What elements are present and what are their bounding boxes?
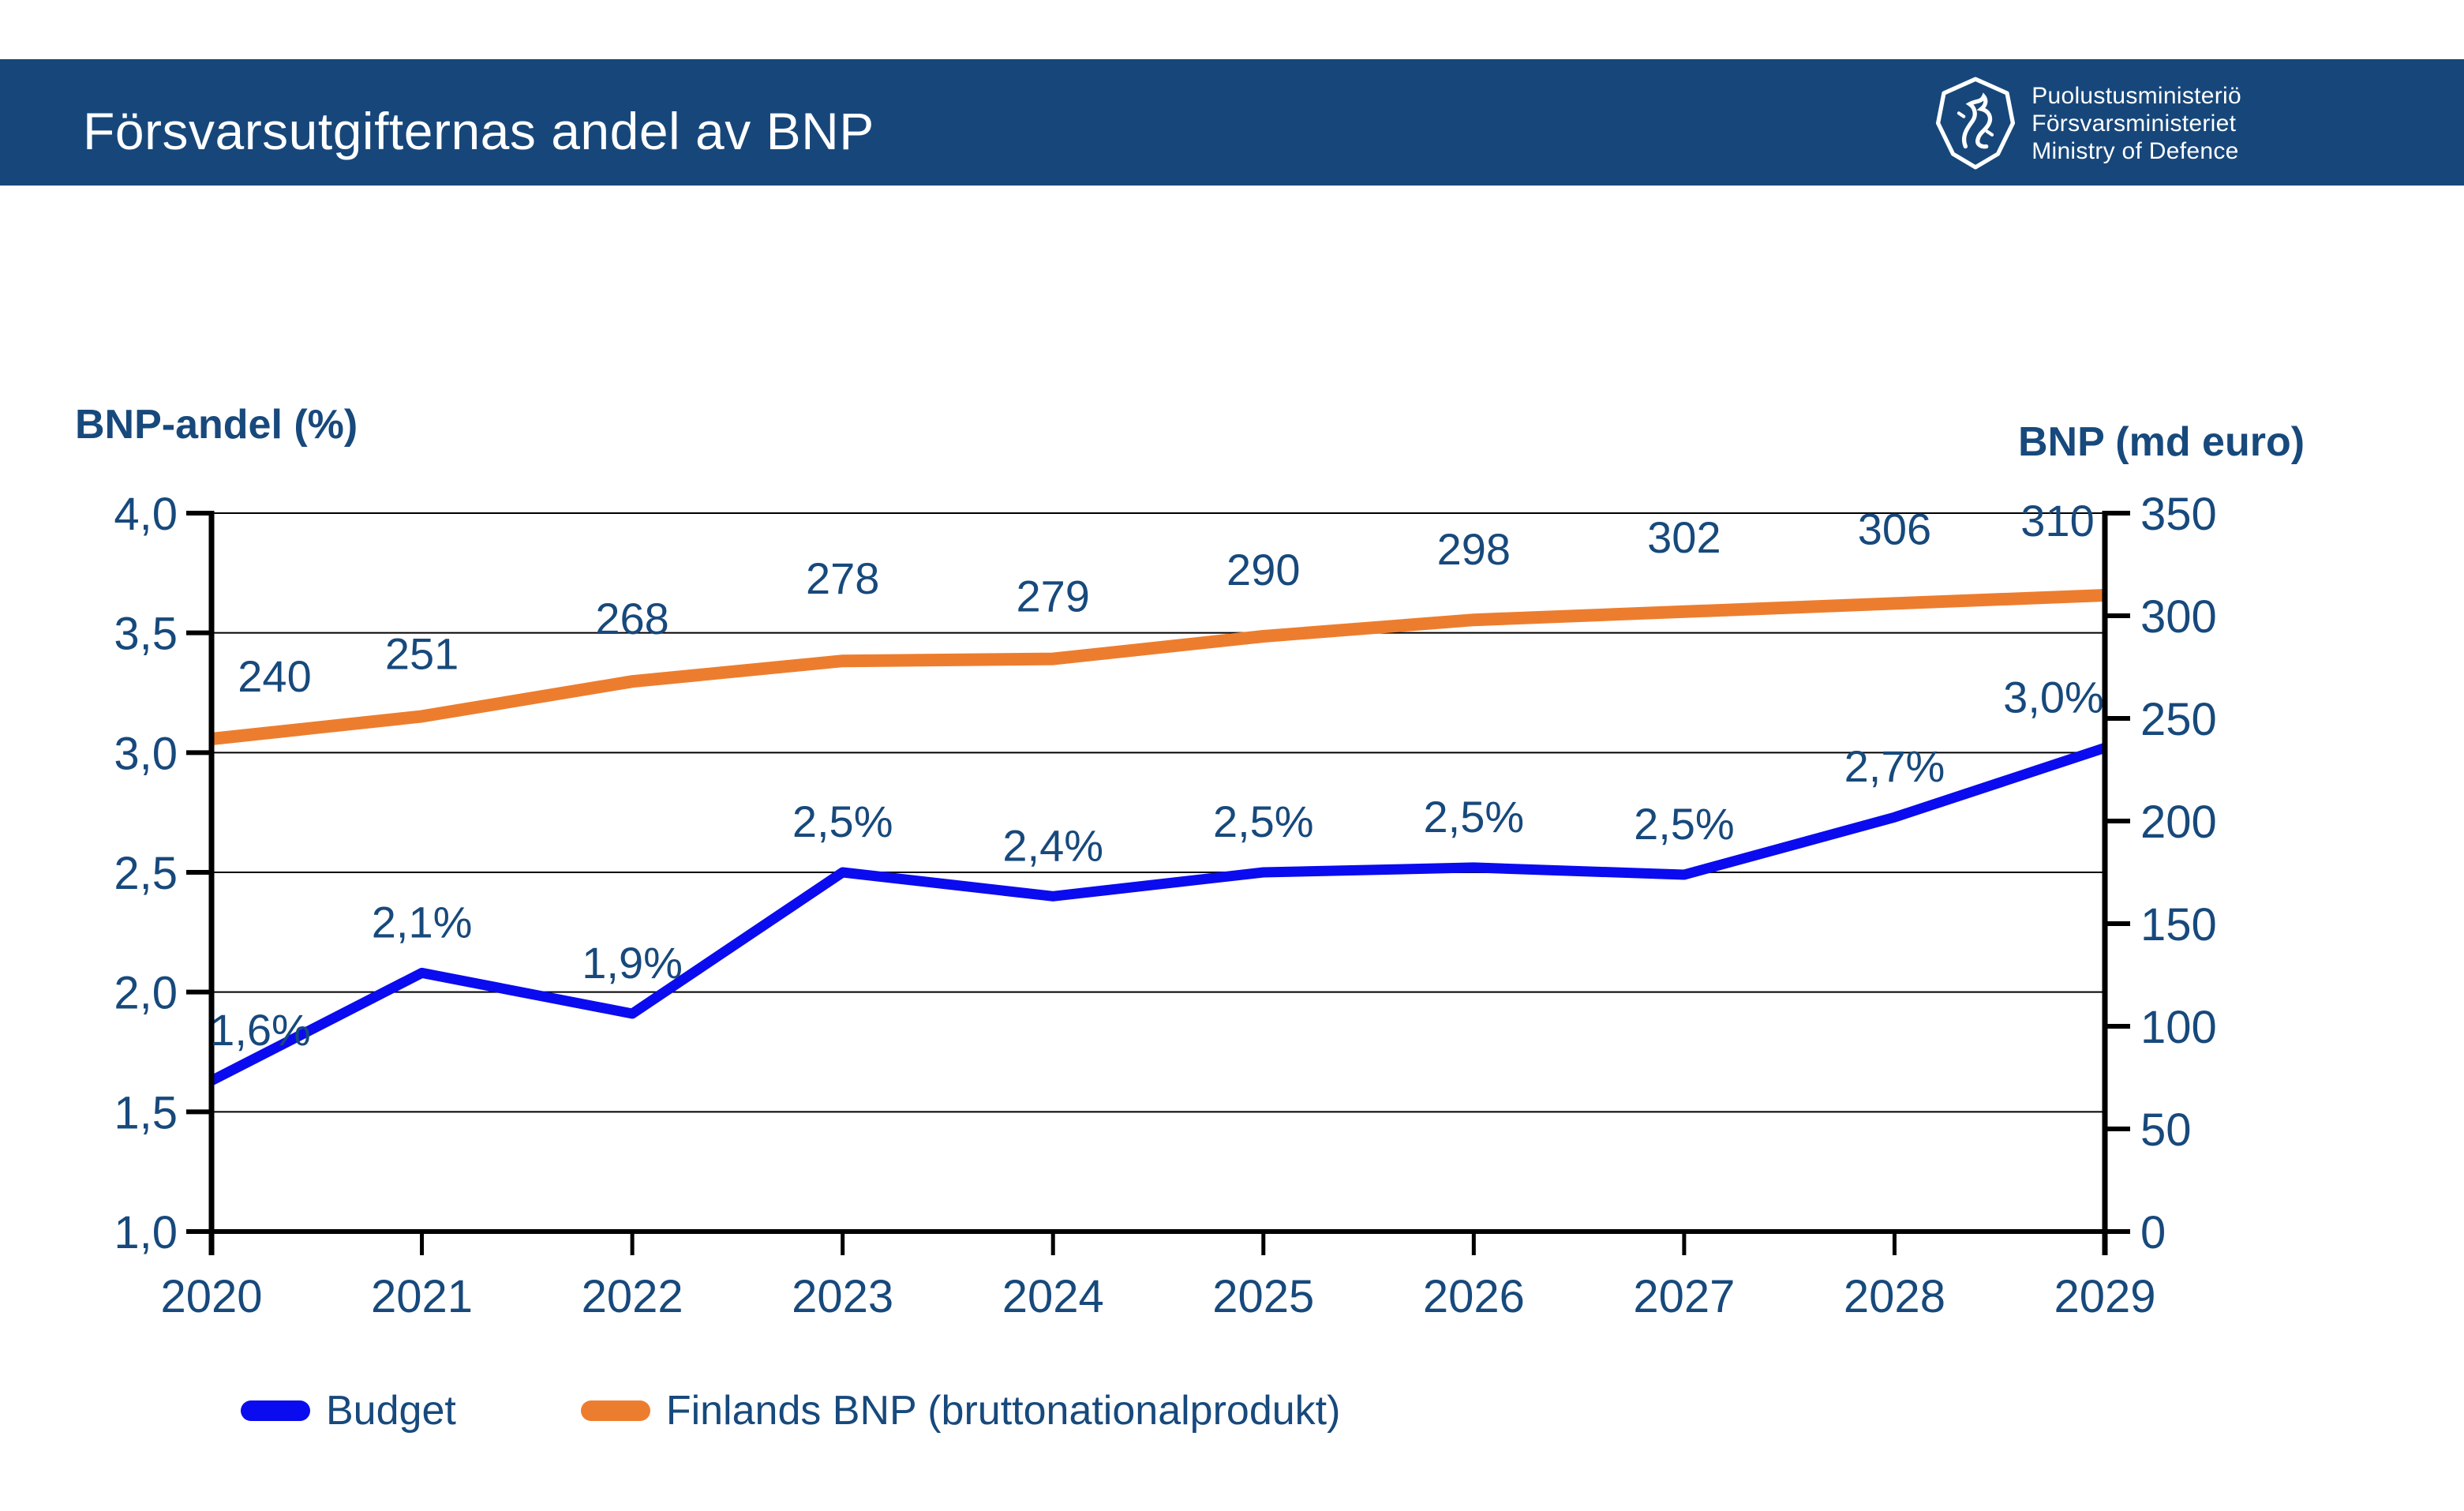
- year-label: 2022: [582, 1271, 683, 1322]
- logo-line-sv: Försvarsministeriet: [2031, 110, 2237, 137]
- left-axis-tick-label: 2,5: [114, 848, 178, 899]
- budget-data-label: 1,6%: [210, 1005, 311, 1055]
- right-axis-tick-label: 300: [2140, 591, 2217, 643]
- legend-item-budget: Budget: [241, 1387, 456, 1434]
- budget-data-label: 2,5%: [1213, 797, 1314, 846]
- year-label: 2023: [792, 1271, 893, 1322]
- logo-line-en: Ministry of Defence: [2031, 137, 2239, 164]
- bnp-data-label: 268: [595, 594, 668, 643]
- bnp-data-label: 279: [1017, 572, 1090, 621]
- budget-legend-label: Budget: [326, 1388, 456, 1434]
- legend-item-bnp: Finlands BNP (bruttonationalprodukt): [580, 1387, 1341, 1434]
- right-axis-tick-label: 250: [2140, 694, 2217, 745]
- budget-data-label: 2,5%: [1424, 792, 1525, 842]
- bnp-data-label: 290: [1226, 545, 1300, 594]
- budget-data-label: 2,1%: [372, 897, 473, 947]
- bnp-data-label: 251: [385, 628, 459, 678]
- bnp-data-label: 240: [238, 651, 311, 701]
- right-axis-tick-label: 200: [2140, 797, 2217, 848]
- left-axis-tick-label: 4,0: [114, 489, 178, 540]
- budget-line: [209, 743, 2107, 1085]
- left-axis-tick-label: 1,5: [114, 1087, 178, 1138]
- right-axis-tick-label: 0: [2140, 1207, 2166, 1258]
- budget-data-label: 2,7%: [1844, 741, 1945, 791]
- chart-legend: Budget Finlands BNP (bruttonationalprodu…: [241, 1383, 1340, 1438]
- budget-data-label: 2,4%: [1002, 820, 1103, 870]
- budget-data-label: 2,5%: [1634, 799, 1735, 849]
- left-axis-tick-label: 3,0: [114, 728, 178, 779]
- right-axis-tick-label: 100: [2140, 1002, 2217, 1053]
- bnp-line: [211, 589, 2106, 745]
- bnp-data-label: 302: [1647, 512, 1721, 562]
- bnp-data-label: 278: [806, 553, 879, 603]
- year-label: 2021: [371, 1271, 473, 1322]
- bnp-data-label: 306: [1858, 504, 1931, 553]
- right-axis-tick-label: 150: [2140, 899, 2217, 950]
- page-title: Försvarsutgifternas andel av BNP: [83, 102, 874, 160]
- logo-line-fi: Puolustusministeriö: [2031, 82, 2241, 109]
- bnp-legend-label: Finlands BNP (bruttonationalprodukt): [665, 1388, 1341, 1434]
- budget-data-label: 3,0%: [2003, 672, 2104, 722]
- year-label: 2028: [1844, 1271, 1945, 1322]
- year-label: 2027: [1633, 1271, 1735, 1322]
- right-axis-title: BNP (md euro): [2018, 419, 2305, 465]
- budget-data-label: 1,9%: [582, 938, 683, 988]
- ministry-logo: Puolustusministeriö Försvarsministeriet …: [1934, 77, 2241, 170]
- bnp-data-label: 310: [2020, 496, 2094, 546]
- budget-data-label: 2,5%: [792, 797, 893, 846]
- bnp-legend-swatch: [580, 1400, 650, 1421]
- right-axis-tick-label: 350: [2140, 489, 2217, 540]
- ministry-logo-text: Puolustusministeriö Försvarsministeriet …: [2031, 82, 2241, 165]
- left-axis-tick-label: 3,5: [114, 609, 178, 660]
- year-label: 2020: [160, 1271, 262, 1322]
- year-label: 2026: [1423, 1271, 1525, 1322]
- bnp-data-label: 298: [1437, 524, 1511, 574]
- right-axis-tick-label: 50: [2140, 1104, 2192, 1156]
- year-label: 2024: [1002, 1271, 1104, 1322]
- budget-legend-swatch: [241, 1400, 310, 1421]
- year-label: 2025: [1212, 1271, 1314, 1322]
- header-bar: Försvarsutgifternas andel av BNP Puolust…: [0, 59, 2464, 186]
- left-axis-tick-label: 1,0: [114, 1207, 178, 1258]
- left-axis-title: BNP-andel (%): [75, 402, 358, 448]
- year-label: 2029: [2054, 1271, 2155, 1322]
- lion-emblem-icon: [1962, 92, 1993, 149]
- left-axis-tick-label: 2,0: [114, 968, 178, 1019]
- lion-shield-icon: [1936, 77, 2016, 170]
